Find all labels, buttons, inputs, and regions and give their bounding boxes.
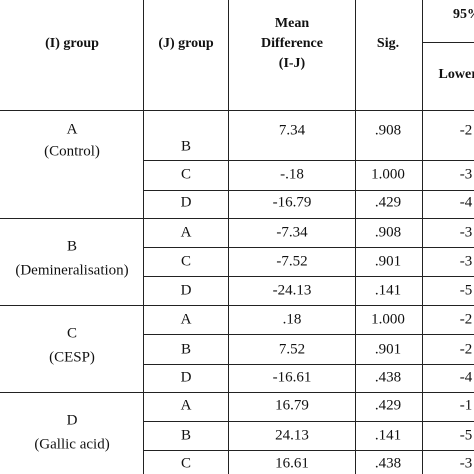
column-rule xyxy=(422,0,423,474)
cell: C xyxy=(180,253,192,270)
header-cell: Mean xyxy=(274,16,310,31)
cell: -3 xyxy=(459,166,473,183)
cell: B xyxy=(180,427,192,444)
cell: -7.34 xyxy=(276,224,308,241)
cell: -4 xyxy=(459,194,473,211)
cell: .908 xyxy=(374,122,402,139)
cell: -2 xyxy=(459,122,473,139)
group-label: C xyxy=(66,325,78,342)
row-rule xyxy=(143,334,474,335)
cell: -3 xyxy=(459,455,473,472)
cell: C xyxy=(180,455,192,472)
cell: 1.000 xyxy=(371,166,405,183)
cell: -24.13 xyxy=(272,282,312,299)
cell: C xyxy=(180,166,192,183)
cell: -5 xyxy=(459,282,473,299)
cell: 24.13 xyxy=(275,427,309,444)
group-rule xyxy=(0,305,474,306)
header-cell: (J) group xyxy=(158,36,214,51)
row-rule xyxy=(143,160,474,161)
group-rule xyxy=(0,392,474,393)
group-label: D xyxy=(66,412,78,429)
cell: -3 xyxy=(459,224,473,241)
cell: .141 xyxy=(374,427,402,444)
cell: -4 xyxy=(459,369,473,386)
cell: -2 xyxy=(459,311,473,328)
header-rule xyxy=(0,110,474,111)
cell: .429 xyxy=(374,397,402,414)
cell: D xyxy=(180,282,192,299)
group-label: B xyxy=(66,238,78,255)
group-label: (Control) xyxy=(44,143,100,160)
column-rule xyxy=(355,0,356,474)
cell: .18 xyxy=(282,311,302,328)
group-label: (CESP) xyxy=(49,349,95,366)
header-cell: Lower xyxy=(438,67,474,82)
group-label: A xyxy=(66,121,78,138)
cell: D xyxy=(180,194,192,211)
header-cell: Difference xyxy=(261,36,323,51)
column-rule xyxy=(228,0,229,474)
cell: -.18 xyxy=(280,166,304,183)
row-rule xyxy=(143,450,474,451)
cell: .908 xyxy=(374,224,402,241)
cell: .438 xyxy=(374,369,402,386)
cell: .901 xyxy=(374,253,402,270)
cell: 16.61 xyxy=(275,455,309,472)
cell: .141 xyxy=(374,282,402,299)
cell: .901 xyxy=(374,341,402,358)
header-rule xyxy=(422,42,474,43)
header-cell: 95% xyxy=(453,7,474,22)
cell: 1.000 xyxy=(371,311,405,328)
cell: -16.61 xyxy=(272,369,312,386)
cell: -5 xyxy=(459,427,473,444)
cell: B xyxy=(180,138,192,155)
cell: D xyxy=(180,369,192,386)
row-rule xyxy=(143,364,474,365)
row-rule xyxy=(143,190,474,191)
cell: -3 xyxy=(459,253,473,270)
group-label: (Demineralisation) xyxy=(15,262,129,279)
group-label: (Gallic acid) xyxy=(34,436,110,453)
cell: -7.52 xyxy=(276,253,308,270)
cell: B xyxy=(180,341,192,358)
row-rule xyxy=(143,247,474,248)
group-rule xyxy=(0,218,474,219)
cell: -2 xyxy=(459,341,473,358)
cell: A xyxy=(180,311,192,328)
cell: 7.52 xyxy=(278,341,306,358)
cell: -16.79 xyxy=(272,194,312,211)
header-cell: (I) group xyxy=(45,36,99,51)
cell: A xyxy=(180,397,192,414)
cell: -1 xyxy=(459,397,473,414)
cell: 16.79 xyxy=(275,397,309,414)
row-rule xyxy=(143,276,474,277)
header-cell: (I-J) xyxy=(278,56,306,71)
cell: A xyxy=(180,224,192,241)
cell: .429 xyxy=(374,194,402,211)
cell: 7.34 xyxy=(278,122,306,139)
cell: .438 xyxy=(374,455,402,472)
row-rule xyxy=(143,421,474,422)
column-rule xyxy=(143,0,144,474)
header-cell: Sig. xyxy=(376,36,400,51)
